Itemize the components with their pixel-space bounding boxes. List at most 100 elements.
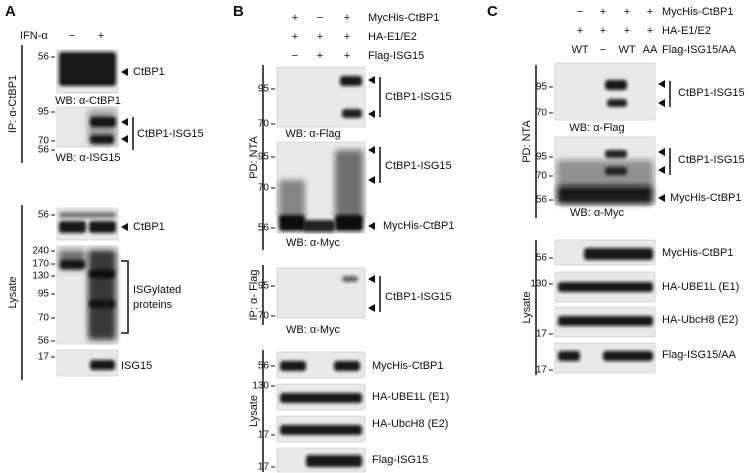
band-label: CtBP1 [133,66,165,78]
lane-sign: + [600,6,606,18]
band [59,52,116,86]
band-label: proteins [133,299,173,311]
arrowhead [368,275,375,283]
band [90,117,116,127]
lane-sign: + [647,6,653,18]
band-label: HA-UbcH8 (E2) [372,418,448,430]
lane-sign: − [69,30,75,42]
arrowhead [368,146,375,154]
band [558,316,653,326]
band [605,150,627,158]
mw-marker: 56 [38,336,50,347]
band [90,360,115,370]
band [335,150,363,220]
band-label: CtBP1 [133,221,165,233]
band [335,215,363,231]
arrowhead [121,223,128,231]
band [340,76,362,86]
mw-marker: 56 [258,223,270,234]
mw-marker: 95 [38,289,50,300]
band-label: CtBP1-ISG15 [678,87,745,99]
condition-label: Flag-ISG15/AA [662,44,737,56]
band [88,250,116,340]
band-label: HA-UBE1L (E1) [662,281,739,293]
band [584,248,653,260]
mw-marker: 56 [536,195,548,206]
lane-sign: − [292,50,298,62]
arrowhead [121,68,128,76]
lane-sign: AA [643,44,658,56]
mw-marker: 56 [38,52,50,63]
mw-marker: 95 [258,84,270,95]
mw-marker: 17 [258,430,270,441]
condition-label: MycHis-CtBP1 [662,6,734,18]
band [558,282,653,292]
lane-sign: + [292,12,298,24]
band [605,167,627,175]
band [334,361,360,371]
band [607,99,627,107]
band-label: CtBP1-ISG15 [385,291,452,303]
section-label: Lysate [7,276,19,308]
mw-marker: 70 [258,311,270,322]
blot-membrane [554,62,656,121]
antibody-label: WB: α-Myc [570,207,625,219]
band [279,180,305,220]
band-label: Flag-ISG15/AA [662,349,737,361]
blot-membrane [276,267,366,319]
lane-sign: + [577,25,583,37]
band [605,80,627,90]
label-bracket [121,260,129,334]
band-label: ISG15 [121,360,152,372]
blot [276,415,366,443]
mw-marker: 95 [258,152,270,163]
mw-marker: 56 [536,253,548,264]
condition-label: Flag-ISG15 [368,50,424,62]
mw-marker: 17 [536,365,548,376]
blot [554,239,656,266]
lane-sign: WT [618,44,635,56]
condition-label: HA-E1/E2 [662,25,711,37]
mw-marker: 130 [252,381,269,392]
panel-letter: B [233,3,244,20]
lane-sign: + [98,30,104,42]
blot [56,207,119,241]
band-label: MycHis-CtBP1 [670,192,742,204]
blot [554,62,656,121]
section-label: IP: α- Flag [248,270,260,321]
lane-sign: − [577,6,583,18]
mw-marker: 95 [536,152,548,163]
band [558,351,580,361]
band [89,300,115,308]
mw-marker: 56 [258,361,270,372]
section-label: IP: α-CtBP1 [7,75,19,133]
mw-marker: 130 [530,279,547,290]
lane-sign: WT [571,44,588,56]
lane-sign: − [600,44,606,56]
blot [56,106,119,148]
band [59,212,116,218]
lane-sign: + [344,31,350,43]
arrowhead [368,176,375,184]
band-label: MycHis-CtBP1 [662,247,734,259]
arrowhead [658,166,665,174]
lane-sign: + [600,25,606,37]
condition-label: HA-E1/E2 [368,31,417,43]
mw-marker: 56 [38,145,50,156]
blot [554,136,656,206]
lane-sign: + [344,50,350,62]
band [280,393,362,403]
mw-marker: 240 [32,246,49,257]
antibody-label: WB: α-Flag [569,122,624,134]
blot [56,349,119,377]
arrowhead [658,80,665,88]
mw-marker: 70 [258,183,270,194]
blot [554,306,656,338]
band [557,160,653,190]
blot [56,49,119,94]
band [557,186,653,204]
antibody-label: WB: α-Myc [286,324,341,336]
mw-marker: 17 [38,352,50,363]
arrowhead [368,222,375,230]
blot [276,141,366,234]
